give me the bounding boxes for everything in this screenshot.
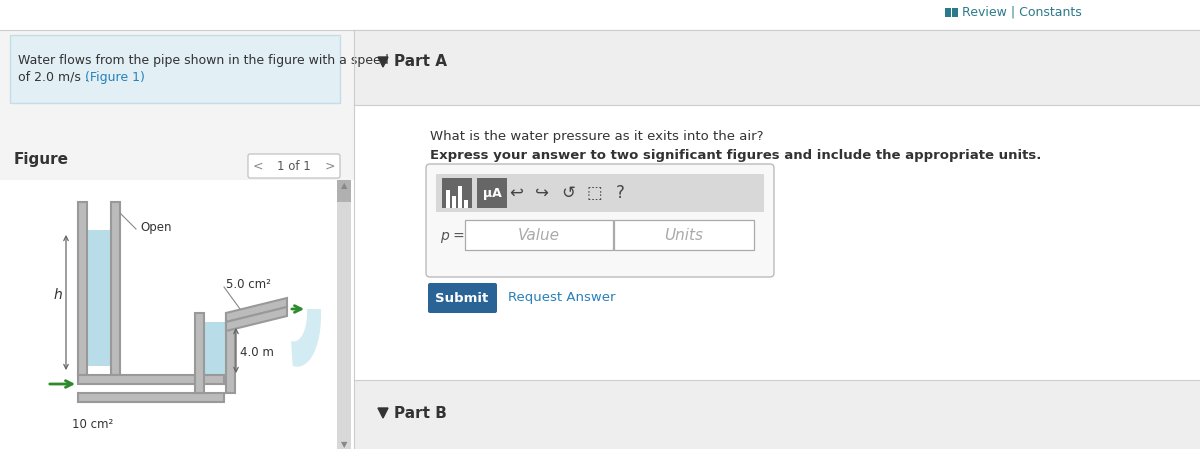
Bar [88, 375, 224, 384]
Text: Water flows from the pipe shown in the figure with a speed: Water flows from the pipe shown in the f… [18, 54, 389, 67]
Polygon shape [226, 298, 287, 322]
Text: Value: Value [518, 228, 560, 242]
Text: Units: Units [665, 228, 703, 242]
Text: ▼: ▼ [341, 440, 347, 449]
Polygon shape [378, 57, 388, 67]
Polygon shape [226, 307, 287, 331]
Bar [436, 174, 764, 212]
Text: h: h [54, 288, 62, 302]
Bar [0, 180, 354, 449]
Text: Figure: Figure [14, 152, 70, 167]
Bar [337, 180, 352, 202]
Bar [194, 313, 204, 393]
Text: ↩: ↩ [509, 184, 523, 202]
Text: >: > [325, 159, 335, 172]
Bar [112, 202, 120, 375]
Polygon shape [226, 307, 287, 322]
Text: Submit: Submit [436, 291, 488, 304]
Text: Request Answer: Request Answer [508, 291, 616, 304]
Text: ↺: ↺ [562, 184, 575, 202]
FancyBboxPatch shape [10, 35, 340, 103]
Bar [478, 178, 508, 208]
Text: 1 of 1: 1 of 1 [277, 159, 311, 172]
Bar [458, 186, 462, 208]
Text: <: < [253, 159, 263, 172]
Bar [354, 105, 1200, 375]
Bar [446, 190, 450, 208]
Bar [946, 8, 952, 17]
Text: ⬚: ⬚ [586, 184, 602, 202]
FancyBboxPatch shape [248, 154, 340, 178]
Bar [464, 200, 468, 208]
Bar [78, 202, 88, 375]
Text: 10 cm²: 10 cm² [72, 418, 113, 431]
Bar [952, 8, 958, 17]
Bar [354, 30, 1200, 105]
Bar [0, 0, 1200, 30]
Text: What is the water pressure as it exits into the air?: What is the water pressure as it exits i… [430, 130, 763, 143]
Bar [354, 380, 1200, 449]
Bar [78, 375, 224, 384]
Text: Open: Open [140, 221, 172, 234]
Bar [337, 180, 352, 449]
Text: μΑ: μΑ [482, 186, 502, 199]
Text: Part B: Part B [394, 405, 446, 421]
Text: ↪: ↪ [535, 184, 548, 202]
Bar [226, 313, 235, 393]
Text: 4.0 m: 4.0 m [240, 345, 274, 358]
Bar [354, 30, 1200, 449]
Bar [78, 375, 224, 384]
Text: 5.0 cm²: 5.0 cm² [226, 278, 271, 291]
Bar [78, 393, 224, 402]
Text: Express your answer to two significant figures and include the appropriate units: Express your answer to two significant f… [430, 149, 1042, 162]
Text: Review | Constants: Review | Constants [962, 5, 1081, 18]
Bar [88, 230, 112, 366]
Bar [452, 196, 456, 208]
Text: of 2.0 m/s .: of 2.0 m/s . [18, 71, 92, 84]
FancyBboxPatch shape [428, 283, 497, 313]
Bar [614, 220, 754, 250]
Bar [204, 322, 226, 375]
FancyBboxPatch shape [426, 164, 774, 277]
Text: (Figure 1): (Figure 1) [85, 71, 145, 84]
Bar [442, 178, 472, 208]
Polygon shape [292, 309, 320, 366]
Text: p =: p = [440, 229, 464, 243]
Text: ?: ? [616, 184, 624, 202]
Bar [466, 220, 613, 250]
Text: Part A: Part A [394, 54, 446, 70]
Text: ▲: ▲ [341, 181, 347, 190]
Polygon shape [378, 408, 388, 418]
